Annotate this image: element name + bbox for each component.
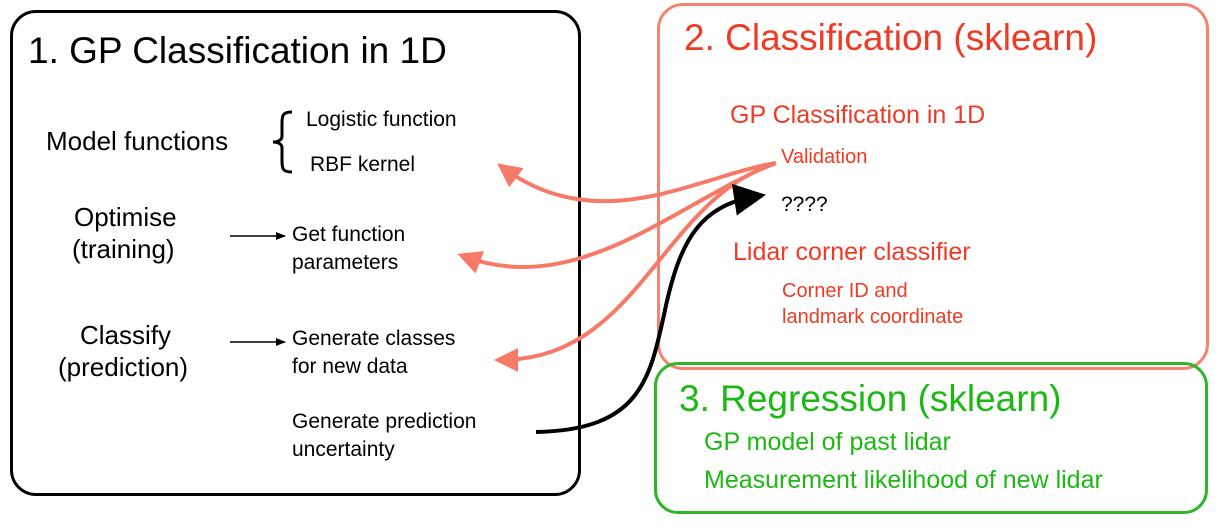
generate-classes-label: Generate classes: [292, 327, 456, 350]
section2-title: 2. Classification (sklearn): [684, 17, 1098, 58]
uncertainty-to-unknown-arrow: [535, 183, 766, 434]
validation-to-rbf-arrow: [497, 161, 777, 204]
prediction-label: (prediction): [58, 352, 189, 382]
measurement-likelihood-label: Measurement likelihood of new lidar: [704, 466, 1103, 494]
model-functions-label: Model functions: [46, 126, 229, 156]
optimise-label: Optimise: [74, 202, 177, 232]
gp-classification-1d-label: GP Classification in 1D: [730, 101, 986, 129]
generate-prediction-label: Generate prediction: [292, 410, 477, 433]
curly-brace-icon: [272, 110, 293, 174]
uncertainty-label: uncertainty: [292, 438, 395, 461]
unknown-label: ????: [781, 193, 828, 216]
validation-label: Validation: [781, 146, 868, 168]
validation-to-new-data-arrow: [494, 161, 777, 372]
gp-model-past-lidar-label: GP model of past lidar: [704, 428, 951, 456]
corner-id-label: Corner ID and: [782, 280, 908, 302]
rbf-kernel-label: RBF kernel: [310, 153, 416, 176]
logistic-function-label: Logistic function: [306, 108, 457, 131]
classify-label: Classify: [80, 320, 172, 350]
section3-box: [654, 362, 1208, 514]
landmark-coordinate-label: landmark coordinate: [782, 306, 964, 328]
training-label: (training): [72, 234, 175, 264]
section1-title: 1. GP Classification in 1D: [28, 30, 447, 71]
get-function-label: Get function: [292, 223, 406, 246]
section1-box: [10, 10, 581, 496]
section2-box: [657, 3, 1209, 370]
parameters-label: parameters: [292, 251, 399, 274]
section3-title: 3. Regression (sklearn): [679, 378, 1062, 419]
for-new-data-label: for new data: [292, 355, 408, 378]
lidar-corner-classifier-label: Lidar corner classifier: [733, 238, 971, 266]
validation-to-parameters-arrow: [457, 161, 777, 274]
